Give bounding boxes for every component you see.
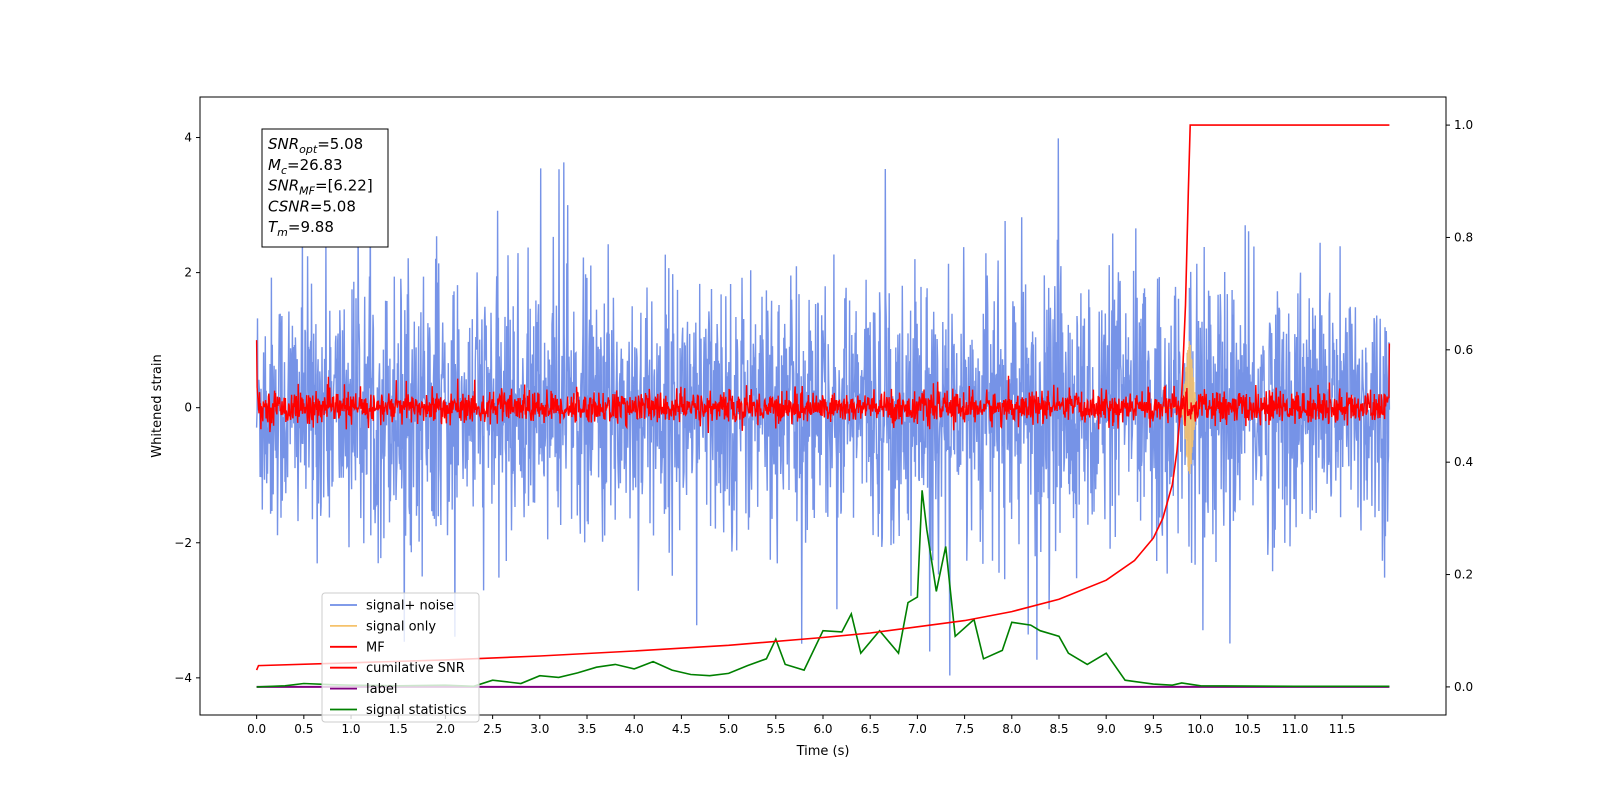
legend-label: signal only (366, 619, 436, 634)
axes-layer: 0.0 0.5 1.0 1.5 2.0 2.5 3.0 3.5 4.0 4.5 5.0 5.5 6.0 6… (174, 96, 1473, 736)
annotation-line: CSNR=5.08 (268, 197, 356, 215)
mf-line (255, 340, 1391, 434)
x-tick-label: 11.5 (1329, 722, 1356, 736)
legend-label: label (366, 682, 397, 697)
x-tick-label: 0.0 (247, 722, 266, 736)
y-axis-label: Whitened strain (150, 354, 165, 457)
annotation-line: SNRMF=[6.22] (268, 177, 373, 198)
x-tick-label: 5.5 (766, 722, 785, 736)
x-tick-label: 4.0 (625, 722, 644, 736)
y-tick-label: 4 (184, 131, 192, 145)
x-tick-label: 6.5 (861, 722, 880, 736)
signal-statistics-line (256, 490, 1390, 688)
y2-tick-label: 0.6 (1454, 343, 1473, 357)
y-tick-label: 2 (184, 266, 192, 280)
x-tick-label: 3.5 (577, 722, 596, 736)
stats-annotation-box: SNRopt=5.08Mc=26.83SNRMF=[6.22]CSNR=5.08… (261, 128, 389, 248)
x-tick-label: 7.0 (908, 722, 927, 736)
x-tick-label: 8.5 (1049, 722, 1068, 736)
x-tick-label: 1.0 (341, 722, 360, 736)
y-tick-label: −4 (174, 671, 192, 685)
x-tick-label: 2.0 (436, 722, 455, 736)
x-tick-label: 10.5 (1234, 722, 1261, 736)
x-axis-label: Time (s) (796, 744, 850, 759)
x-tick-label: 8.0 (1002, 722, 1021, 736)
legend-frame (321, 592, 480, 723)
x-tick-label: 5.0 (719, 722, 738, 736)
y2-tick-label: 0.8 (1454, 230, 1473, 244)
x-tick-label: 9.5 (1144, 722, 1163, 736)
y2-tick-label: 0.0 (1454, 680, 1473, 694)
x-tick-label: 1.5 (389, 722, 408, 736)
cumulative-snr-line (255, 124, 1390, 671)
annotation-line: SNRopt=5.08 (268, 135, 363, 156)
annotation-line: Tm=9.88 (268, 218, 334, 239)
x-tick-label: 7.5 (955, 722, 974, 736)
legend-label: signal+ noise (366, 599, 454, 614)
annotation-line: Mc=26.83 (268, 156, 343, 177)
legend-label: signal statistics (366, 703, 467, 718)
y-tick-label: 0 (184, 401, 192, 415)
legend-label: MF (366, 640, 385, 655)
x-tick-label: 4.5 (672, 722, 691, 736)
y2-tick-label: 0.2 (1454, 568, 1473, 582)
y2-tick-label: 1.0 (1454, 118, 1473, 132)
x-tick-label: 6.0 (813, 722, 832, 736)
x-tick-label: 3.0 (530, 722, 549, 736)
legend: signal+ noise signal only MF cumilative SNR… (321, 592, 480, 723)
legend-label: cumilative SNR (366, 661, 465, 676)
x-tick-label: 9.0 (1097, 722, 1116, 736)
y-tick-label: −2 (174, 536, 192, 550)
x-tick-label: 11.0 (1282, 722, 1309, 736)
annotation-frame (261, 128, 389, 248)
x-tick-label: 2.5 (483, 722, 502, 736)
x-tick-label: 0.5 (294, 722, 313, 736)
x-tick-label: 10.0 (1187, 722, 1214, 736)
y2-tick-label: 0.4 (1454, 455, 1473, 469)
